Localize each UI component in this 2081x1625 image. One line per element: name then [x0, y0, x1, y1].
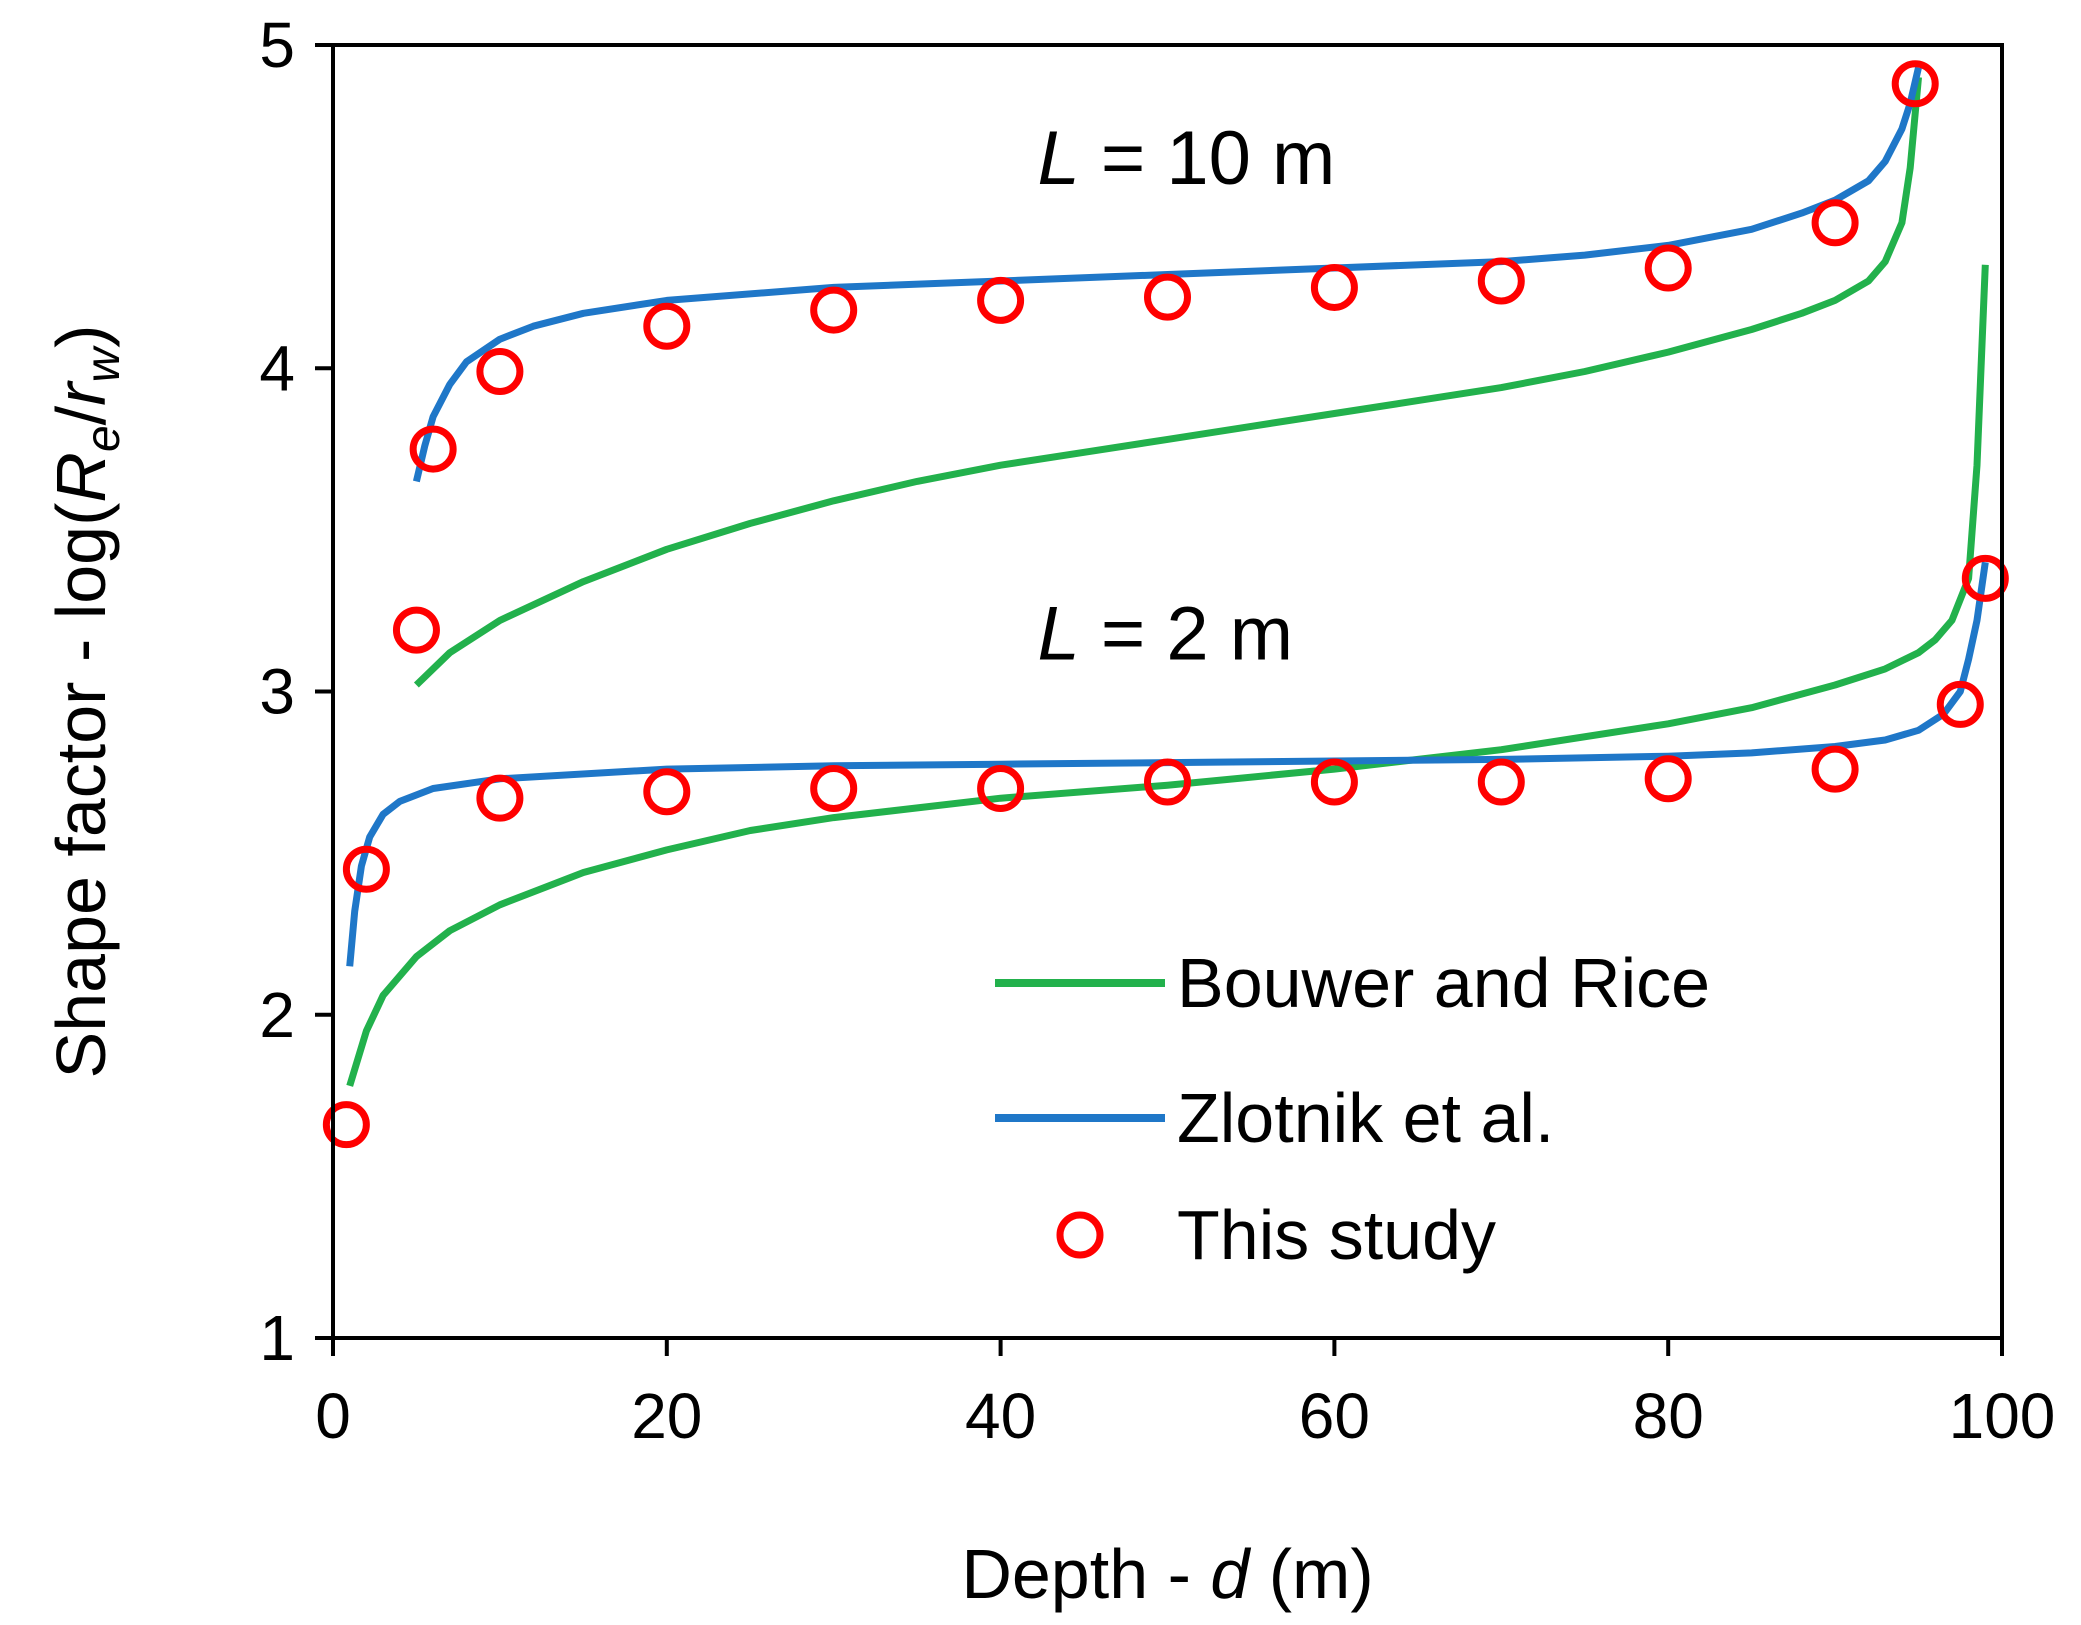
x-tick-label-5: 100 — [1949, 1380, 2056, 1452]
x-axis-title-part-0: Depth - — [961, 1535, 1210, 1613]
legend-swatch-2 — [1056, 1211, 1104, 1259]
y-axis-title: Shape factor - log(Re/rw) — [42, 325, 130, 1079]
y-axis-title-part-1: R — [42, 452, 120, 503]
data-point-5-6 — [1144, 758, 1191, 806]
y-tick-label-4: 5 — [259, 9, 295, 81]
x-tick-label-0: 0 — [315, 1380, 351, 1452]
y-axis-title-part-4: r — [42, 380, 120, 406]
data-point-5-2 — [476, 774, 524, 822]
y-tick-label-3: 4 — [259, 332, 295, 404]
data-point-5-7 — [1310, 758, 1358, 806]
data-point-5-11 — [1936, 680, 1984, 728]
tick-layer: 0 20 40 60 80 100 1 2 3 4 5 — [259, 9, 2055, 1452]
data-point-2-9 — [1644, 244, 1692, 292]
data-point-2-2 — [476, 347, 524, 395]
data-point-2-6 — [1144, 273, 1191, 321]
data-point-5-8 — [1477, 758, 1525, 806]
x-tick-label-1: 20 — [631, 1380, 702, 1452]
y-tick-label-0: 1 — [259, 1302, 295, 1374]
data-point-2-0 — [392, 606, 440, 654]
legend: Bouwer and Rice Zlotnik et al. This study — [995, 944, 1710, 1274]
data-layer — [346, 66, 1989, 1087]
y-axis-title-part-6: ) — [42, 325, 120, 348]
annotation-italic-1: L — [1038, 591, 1080, 676]
legend-label-1: Zlotnik et al. — [1177, 1079, 1554, 1157]
data-point-5-0 — [322, 1101, 370, 1149]
data-point-5-10 — [1811, 745, 1859, 793]
x-tick-label-3: 60 — [1299, 1380, 1370, 1452]
data-point-5-5 — [977, 764, 1025, 812]
series-line-1 — [412, 66, 1922, 483]
y-axis-title-part-3: / — [42, 405, 120, 425]
data-point-2-5 — [977, 276, 1025, 324]
y-tick-label-1: 2 — [259, 979, 295, 1051]
axis-titles: Depth - d (m) Shape factor - log(Re/rw) — [42, 325, 1374, 1613]
x-axis-title-part-1: d — [1210, 1535, 1251, 1613]
marker-layer — [322, 60, 2009, 1149]
legend-label-0: Bouwer and Rice — [1177, 944, 1710, 1022]
y-axis-title-part-5: w — [77, 345, 130, 383]
data-point-5-1 — [342, 845, 390, 893]
data-point-2-8 — [1477, 257, 1525, 305]
series-line-3 — [346, 264, 1989, 1087]
data-point-2-3 — [643, 302, 691, 350]
series-line-4 — [346, 561, 1989, 967]
data-point-2-7 — [1310, 263, 1358, 311]
y-axis-title-part-2: e — [77, 425, 130, 452]
data-point-5-4 — [810, 764, 858, 812]
annotation-layer: L = 10 mL = 2 m — [1038, 116, 1336, 676]
legend-label-2: This study — [1177, 1196, 1496, 1274]
annotation-italic-0: L — [1038, 116, 1080, 201]
y-tick-label-2: 3 — [259, 656, 295, 728]
series-line-0 — [413, 76, 1922, 688]
annotation-1: L = 2 m — [1038, 591, 1294, 676]
x-tick-label-4: 80 — [1633, 1380, 1704, 1452]
data-point-2-11 — [1891, 60, 1939, 108]
data-point-5-12 — [1961, 554, 2009, 602]
data-point-2-1 — [409, 425, 457, 473]
x-axis-title: Depth - d (m) — [961, 1535, 1373, 1613]
annotation-text-0: = 10 m — [1080, 116, 1336, 201]
data-point-5-3 — [643, 768, 691, 816]
y-axis-title-part-0: Shape factor - log( — [42, 503, 120, 1079]
annotation-text-1: = 2 m — [1080, 591, 1293, 676]
data-point-5-9 — [1644, 755, 1692, 803]
x-tick-label-2: 40 — [965, 1380, 1036, 1452]
x-axis-title-part-2: (m) — [1249, 1535, 1373, 1613]
annotation-0: L = 10 m — [1038, 116, 1336, 201]
data-point-2-10 — [1811, 199, 1859, 247]
data-point-2-4 — [810, 286, 858, 334]
